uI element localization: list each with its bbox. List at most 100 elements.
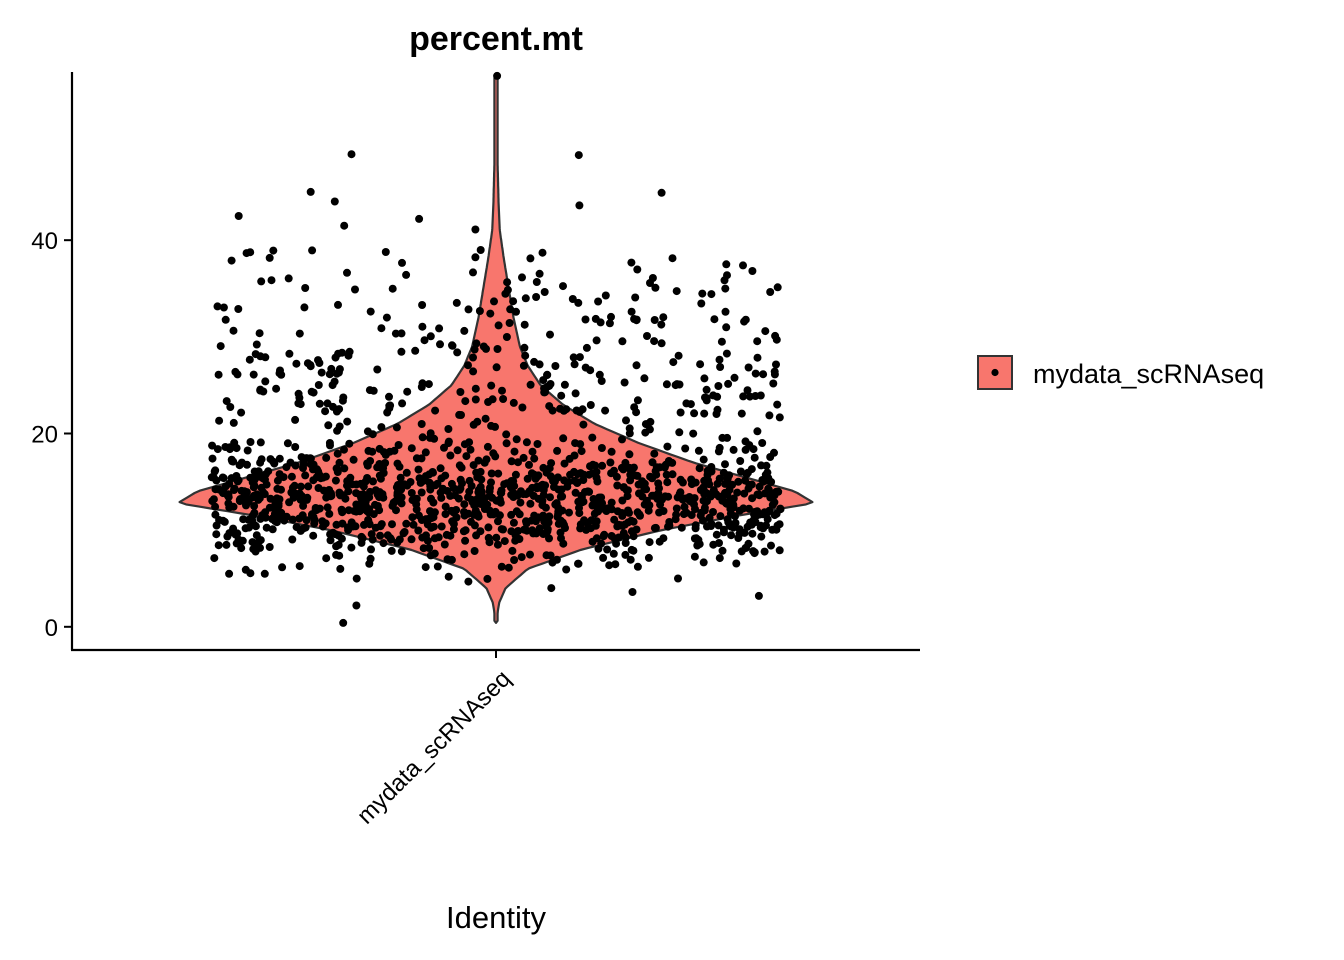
data-point xyxy=(464,577,473,586)
data-point xyxy=(700,489,709,498)
data-point xyxy=(209,495,218,504)
data-point xyxy=(251,547,260,556)
data-point xyxy=(388,520,396,529)
data-point xyxy=(766,453,775,461)
data-point xyxy=(295,489,304,498)
data-point xyxy=(425,514,434,523)
data-point xyxy=(586,401,595,409)
data-point xyxy=(473,417,482,426)
data-point xyxy=(765,506,774,515)
data-point xyxy=(209,473,218,482)
data-point xyxy=(650,449,659,458)
data-point xyxy=(464,361,472,370)
data-point xyxy=(224,493,233,502)
data-point xyxy=(479,342,488,351)
data-point xyxy=(385,401,394,410)
y-tick-label: 0 xyxy=(45,615,58,642)
data-point xyxy=(677,523,686,532)
data-point xyxy=(721,284,730,293)
data-point xyxy=(379,469,388,477)
data-point xyxy=(278,563,287,572)
data-point xyxy=(601,406,610,415)
data-point xyxy=(607,312,615,321)
data-point xyxy=(234,212,243,220)
data-point xyxy=(535,360,544,369)
data-point xyxy=(366,307,375,316)
data-point xyxy=(418,322,427,331)
legend-label: mydata_scRNAseq xyxy=(1033,359,1264,389)
data-point xyxy=(229,326,238,335)
data-point xyxy=(627,527,636,536)
data-point xyxy=(633,265,642,274)
data-point xyxy=(309,465,317,474)
data-point xyxy=(480,505,489,513)
data-point xyxy=(723,433,732,442)
data-point xyxy=(754,591,763,600)
data-point xyxy=(545,464,554,473)
data-point xyxy=(707,522,715,530)
data-point xyxy=(716,363,725,371)
data-point xyxy=(574,559,582,568)
data-point xyxy=(229,418,238,427)
data-point xyxy=(523,474,532,483)
data-point xyxy=(612,472,621,481)
data-point xyxy=(484,523,493,532)
data-point xyxy=(231,367,240,376)
data-point xyxy=(613,481,622,490)
data-point xyxy=(214,541,223,550)
data-point xyxy=(529,529,538,538)
data-point xyxy=(630,403,639,412)
data-point xyxy=(314,356,322,365)
data-point xyxy=(741,476,750,485)
data-point xyxy=(715,355,724,364)
data-point xyxy=(387,546,396,555)
data-point xyxy=(651,523,660,532)
data-point xyxy=(690,409,699,418)
data-point xyxy=(375,444,384,453)
data-point xyxy=(716,512,725,521)
data-point xyxy=(273,484,282,493)
chart-title: percent.mt xyxy=(409,20,583,58)
data-point xyxy=(214,370,223,379)
data-point xyxy=(397,499,406,508)
data-point xyxy=(702,385,711,394)
data-point xyxy=(426,433,435,442)
data-point xyxy=(321,407,330,416)
data-point xyxy=(250,467,259,476)
data-point xyxy=(655,537,664,546)
data-point xyxy=(618,435,626,444)
data-point xyxy=(327,364,336,373)
data-point xyxy=(245,523,253,532)
data-point xyxy=(599,532,608,541)
data-point xyxy=(469,353,477,362)
data-point xyxy=(237,544,246,553)
data-point xyxy=(641,428,650,437)
data-point xyxy=(469,367,478,376)
data-point xyxy=(350,507,359,515)
data-point xyxy=(294,389,303,398)
data-point xyxy=(436,340,444,349)
data-point xyxy=(663,442,672,451)
data-point xyxy=(330,197,339,206)
data-point xyxy=(460,500,469,509)
data-point xyxy=(734,534,743,542)
data-point xyxy=(262,480,271,489)
data-point xyxy=(242,249,251,258)
data-point xyxy=(251,350,260,359)
data-point xyxy=(730,373,739,382)
data-point xyxy=(394,441,403,449)
data-point xyxy=(322,453,331,462)
data-point xyxy=(487,469,496,478)
data-point xyxy=(426,485,435,494)
data-point xyxy=(299,501,308,510)
data-point xyxy=(230,484,239,493)
data-point xyxy=(633,562,642,571)
data-point xyxy=(424,380,433,389)
data-point xyxy=(379,539,388,548)
data-point xyxy=(306,454,315,463)
data-point xyxy=(579,420,588,429)
data-point xyxy=(632,316,641,325)
data-point xyxy=(762,461,771,470)
data-point xyxy=(290,481,299,490)
data-point xyxy=(558,506,567,515)
